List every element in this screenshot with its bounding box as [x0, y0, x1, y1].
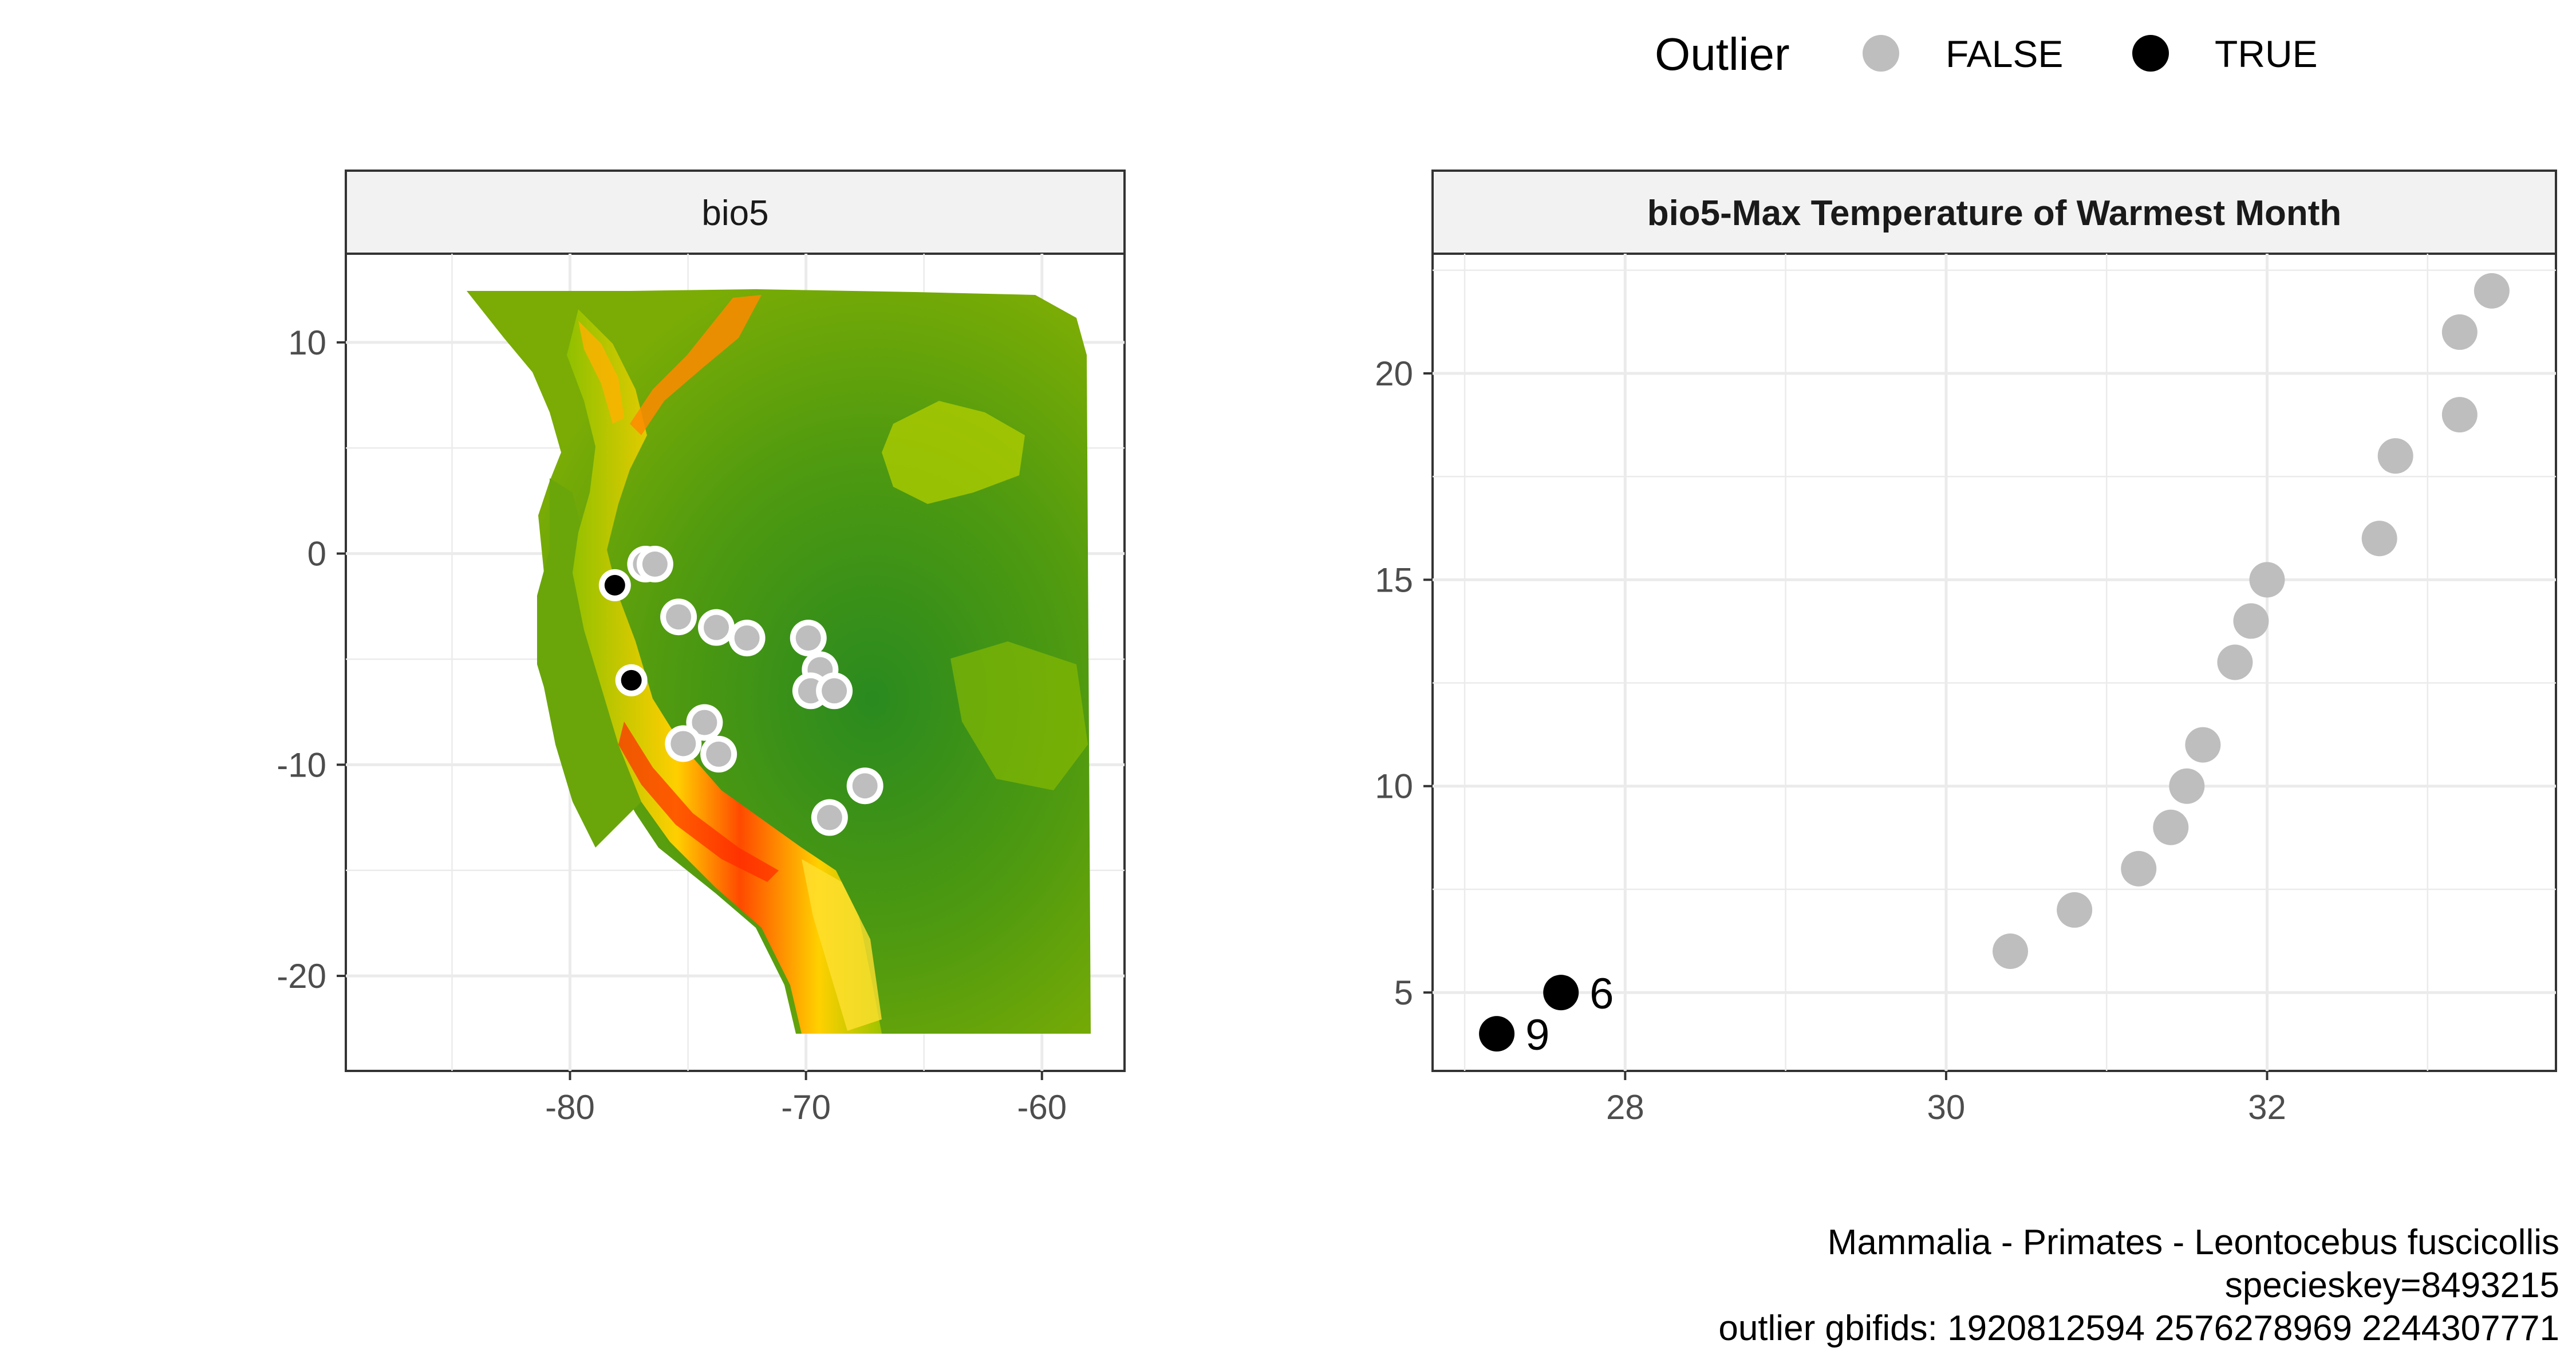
- map-point: [734, 625, 760, 651]
- scatter-point: [2169, 768, 2205, 804]
- map-point: [666, 604, 692, 630]
- map-y-axis: 10 0 -10 -20: [277, 324, 346, 995]
- scatter-point-label: 6: [1589, 970, 1614, 1018]
- scatter-strip: [1431, 170, 2557, 255]
- map-strip-title: bio5: [701, 194, 768, 233]
- map-y-tick-label: -10: [277, 746, 326, 784]
- legend-label-true: TRUE: [2215, 33, 2318, 75]
- map-point: [670, 731, 696, 757]
- scatter-point: [2441, 314, 2478, 350]
- legend: Outlier FALSE TRUE: [1655, 29, 2318, 80]
- map-point-outlier: [621, 669, 642, 691]
- scatter-point: [1993, 933, 2029, 969]
- map-point: [706, 741, 732, 767]
- scatter-point: [2377, 438, 2413, 474]
- raster-north-ridge: [630, 295, 762, 435]
- map-point: [816, 805, 842, 830]
- scatter-x-tick-label: 30: [1927, 1088, 1966, 1126]
- map-point: [642, 551, 668, 577]
- map-point: [822, 678, 847, 704]
- scatter-y-tick-label: 5: [1394, 974, 1413, 1012]
- raster-coast: [537, 478, 641, 848]
- scatter-plot-area: [1431, 253, 2557, 1072]
- map-x-tick-label: -70: [781, 1088, 831, 1126]
- scatter-point: [2474, 273, 2510, 309]
- map-points: [598, 546, 883, 836]
- scatter-point-outlier: [1479, 1016, 1515, 1052]
- raster-brazil-highland: [950, 641, 1088, 790]
- map-strip: [345, 170, 1126, 255]
- map-x-tick-label: -60: [1017, 1088, 1067, 1126]
- scatter-point: [2121, 850, 2157, 887]
- scatter-point: [2217, 644, 2253, 680]
- map-x-tick-label: -80: [545, 1088, 595, 1126]
- scatter-y-tick-label: 20: [1375, 354, 1413, 393]
- raster-guiana: [882, 401, 1025, 504]
- scatter-y-tick-label: 15: [1375, 561, 1413, 599]
- raster-andes: [567, 309, 882, 1034]
- caption-line-1: Mammalia - Primates - Leontocebus fuscic…: [1828, 1223, 2559, 1262]
- scatter-x-tick-label: 32: [2248, 1088, 2286, 1126]
- map-y-tick-label: 10: [288, 324, 326, 362]
- scatter-point: [2153, 809, 2189, 845]
- scatter-point: [2057, 892, 2093, 928]
- scatter-y-tick-label: 10: [1375, 767, 1413, 806]
- raster-west-ridge: [578, 321, 624, 424]
- caption-line-3: outlier gbifids: 1920812594 2576278969 2…: [1718, 1309, 2559, 1348]
- map-y-tick-label: 0: [307, 535, 326, 573]
- map-point: [852, 773, 878, 799]
- scatter-point-label: 9: [1525, 1011, 1549, 1059]
- map-panel: bio5 -80 -70 -60 10 0 -10 -20: [277, 170, 1126, 1126]
- map-point: [795, 625, 821, 651]
- caption: Mammalia - Primates - Leontocebus fuscic…: [1718, 1223, 2559, 1348]
- map-point: [692, 710, 717, 735]
- raster-altiplano: [802, 859, 882, 1031]
- map-point: [798, 678, 823, 704]
- legend-key-true: [2132, 35, 2169, 72]
- scatter-points: 69: [1479, 273, 2510, 1059]
- legend-key-false: [1863, 35, 1899, 72]
- scatter-point: [2361, 521, 2397, 557]
- scatter-point: [2249, 562, 2285, 598]
- scatter-y-axis: 5 10 15 20: [1375, 354, 1433, 1012]
- map-point: [704, 614, 729, 640]
- raster-map: [467, 289, 1091, 1034]
- scatter-x-tick-label: 28: [1606, 1088, 1644, 1126]
- caption-line-2: specieskey=8493215: [2225, 1266, 2559, 1305]
- scatter-gridlines: [1433, 254, 2556, 1071]
- raster-andes-core: [618, 722, 779, 882]
- scatter-x-axis: 28 30 32: [1606, 1071, 2286, 1126]
- legend-title: Outlier: [1655, 29, 1790, 80]
- scatter-point-outlier: [1543, 975, 1579, 1011]
- map-x-axis: -80 -70 -60: [545, 1071, 1067, 1126]
- scatter-strip-title: bio5-Max Temperature of Warmest Month: [1647, 194, 2342, 233]
- map-point-outlier: [604, 574, 625, 596]
- scatter-point: [2441, 397, 2478, 433]
- legend-label-false: FALSE: [1946, 33, 2063, 75]
- map-y-tick-label: -20: [277, 957, 326, 995]
- scatter-panel: bio5-Max Temperature of Warmest Month 69…: [1375, 170, 2557, 1126]
- scatter-point: [2233, 603, 2269, 639]
- scatter-point: [2185, 727, 2221, 763]
